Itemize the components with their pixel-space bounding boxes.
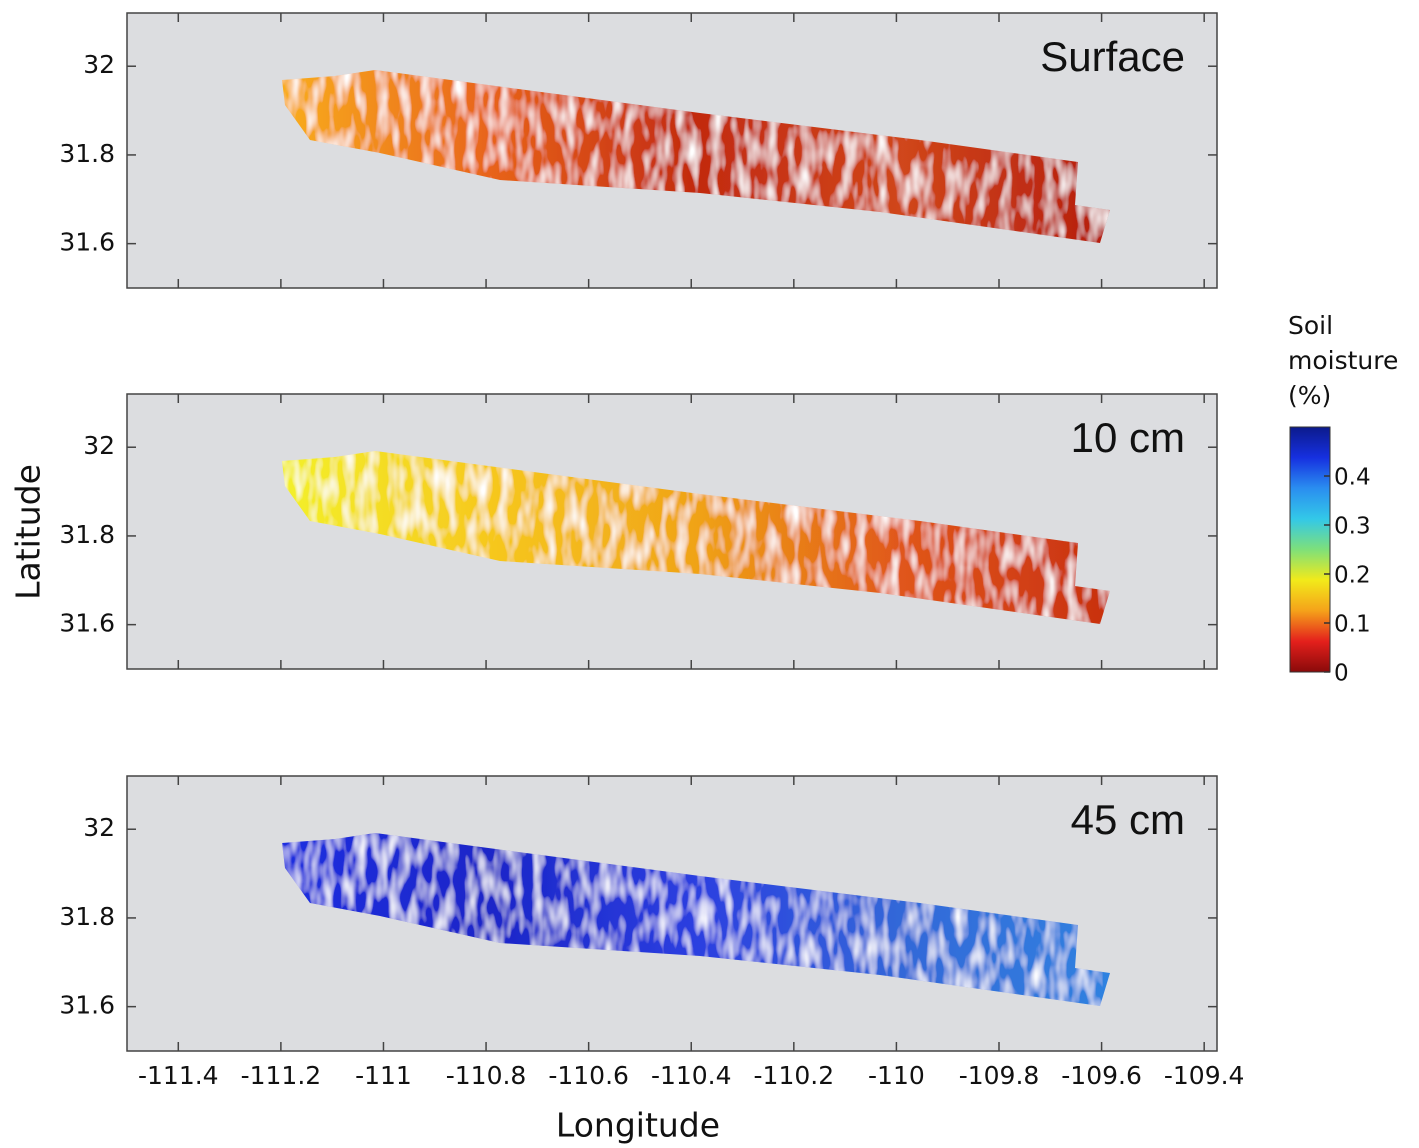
axes-frame [126, 393, 1218, 670]
x-axis-label: Longitude [556, 1106, 720, 1145]
x-tick-label: -109.6 [1061, 1061, 1142, 1090]
y-tick-label: 32 [83, 431, 115, 460]
y-tick-label: 31.6 [59, 609, 115, 638]
axes-frame [126, 775, 1218, 1052]
y-tick-label: 31.8 [59, 902, 115, 931]
y-tick-label: 31.6 [59, 228, 115, 257]
x-tick-label: -110 [868, 1061, 925, 1090]
axes-frame [126, 12, 1218, 289]
x-tick-label: -110.8 [446, 1061, 527, 1090]
x-tick-label: -110.4 [651, 1061, 732, 1090]
x-tick-label: -111 [355, 1061, 412, 1090]
y-tick-label: 32 [83, 50, 115, 79]
panel-title: Surface [1040, 33, 1185, 80]
colorbar-tick-label: 0.1 [1334, 612, 1371, 638]
x-tick-label: -111.2 [241, 1061, 322, 1090]
y-tick-label: 31.8 [59, 139, 115, 168]
x-tick-label: -110.6 [548, 1061, 629, 1090]
x-tick-label: -109.8 [959, 1061, 1040, 1090]
panel-title: 10 cm [1071, 414, 1185, 461]
swath [282, 451, 1110, 624]
x-tick-label: -111.4 [138, 1061, 219, 1090]
panel-title: 45 cm [1071, 796, 1185, 843]
x-tick-label: -109.4 [1164, 1061, 1245, 1090]
swath [282, 70, 1110, 243]
colorbar-tick-label: 0 [1334, 661, 1349, 687]
y-tick-label: 31.8 [59, 520, 115, 549]
x-tick-label: -110.2 [754, 1061, 835, 1090]
colorbar-tick-label: 0.3 [1334, 514, 1371, 540]
y-tick-label: 32 [83, 813, 115, 842]
y-axis-label: Latitude [9, 464, 48, 600]
colorbar-title: Soil moisture (%) [1288, 311, 1399, 410]
y-tick-label: 31.6 [59, 991, 115, 1020]
colorbar-tick-label: 0.2 [1334, 563, 1371, 589]
colorbar-tick-label: 0.4 [1334, 465, 1371, 491]
colorbar [1289, 426, 1331, 673]
swath [282, 833, 1110, 1006]
